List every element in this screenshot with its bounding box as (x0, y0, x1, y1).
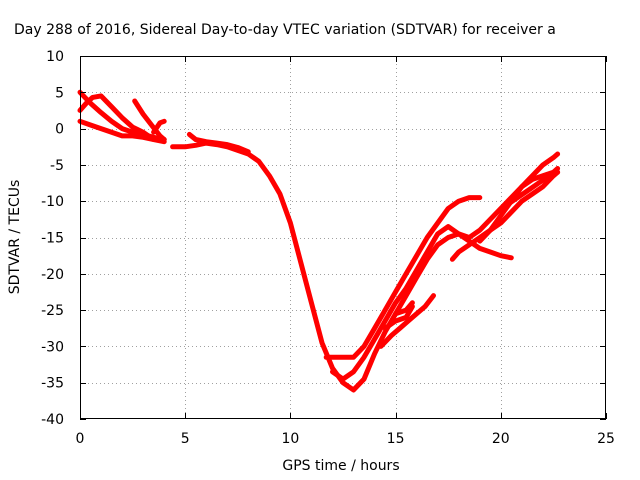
axis-ticks (80, 56, 607, 420)
series-line-arc-5 (151, 118, 167, 135)
series-line-arc-2 (77, 93, 157, 142)
series-line-arc-6 (170, 140, 561, 393)
y-tick-label: -20 (41, 267, 64, 283)
x-axis-label: GPS time / hours (282, 458, 399, 474)
x-tick-label: 0 (76, 431, 85, 447)
y-tick-label: 5 (55, 85, 64, 101)
series-line-arc-9 (330, 224, 514, 382)
series-line-arc-10 (378, 293, 436, 349)
series-line-arc-7 (186, 131, 251, 155)
data-series (77, 89, 561, 393)
series-line-arc-11 (382, 304, 415, 331)
y-tick-label: -25 (41, 303, 64, 319)
chart-title: Day 288 of 2016, Sidereal Day-to-day VTE… (14, 22, 556, 38)
x-tick-label: 10 (281, 431, 299, 447)
y-tick-labels: -40 -35 -30 -25 -20 -15 -10 -5 0 5 10 (41, 49, 64, 428)
series-line-arc-12 (393, 300, 415, 317)
x-tick-labels: 0 5 10 15 20 25 (76, 431, 615, 447)
y-tick-label: 10 (46, 49, 64, 65)
series-line-arc-14 (477, 151, 561, 244)
x-tick-label: 20 (492, 431, 510, 447)
series-line-arc-4 (132, 98, 167, 142)
y-tick-label: -5 (50, 158, 64, 174)
plot-frame (80, 56, 606, 419)
series-line-arc-15 (504, 169, 561, 208)
y-tick-label: -30 (41, 339, 64, 355)
y-tick-label: -35 (41, 376, 64, 392)
x-tick-label: 5 (181, 431, 190, 447)
y-tick-label: 0 (55, 122, 64, 138)
y-tick-label: -10 (41, 194, 64, 210)
y-tick-label: -15 (41, 231, 64, 247)
series-line-arc-13 (449, 169, 561, 262)
series-line-arc-3 (77, 118, 167, 145)
y-tick-label: -40 (41, 412, 64, 428)
grid-lines (80, 56, 606, 419)
x-tick-label: 25 (597, 431, 615, 447)
x-tick-label: 15 (387, 431, 405, 447)
y-axis-label: SDTVAR / TECUs (7, 180, 23, 295)
series-line-arc-8 (323, 195, 483, 360)
